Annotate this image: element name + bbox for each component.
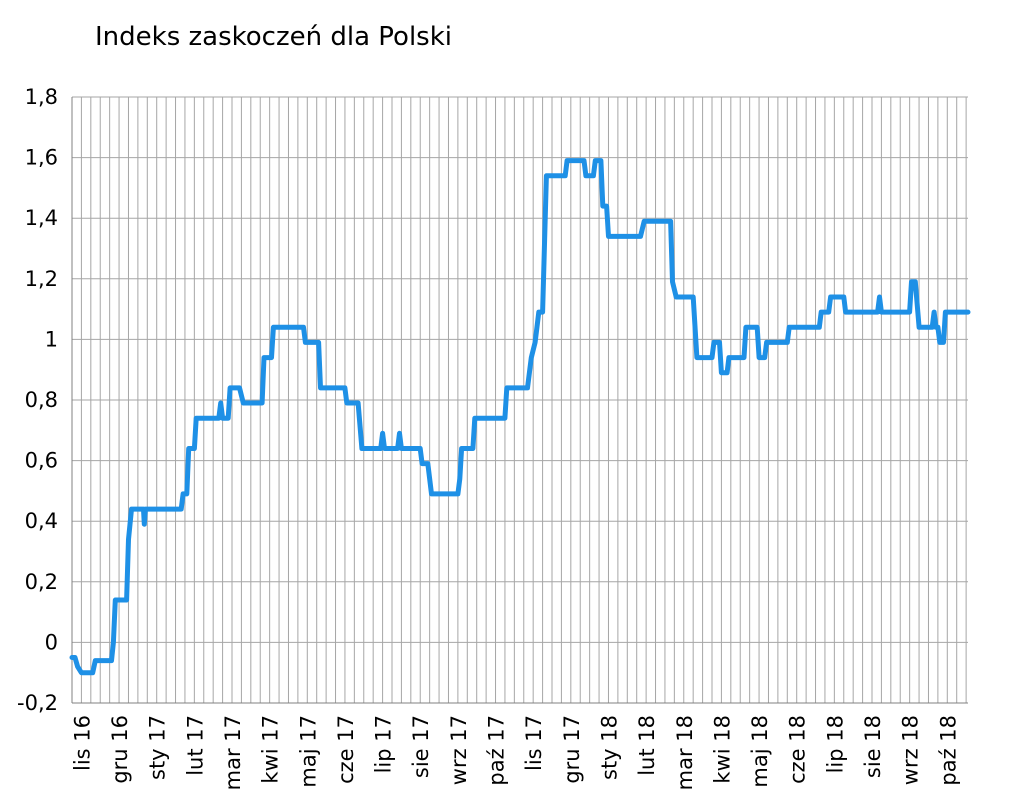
x-tick-label: gru 16	[108, 715, 132, 784]
x-tick-label: wrz 18	[899, 715, 923, 785]
x-tick-label: lis 17	[522, 715, 546, 771]
x-tick-label: lut 17	[183, 715, 207, 776]
x-tick-label: wrz 17	[447, 715, 471, 785]
y-tick-label: 0,6	[25, 449, 58, 473]
y-tick-label: -0,2	[17, 691, 58, 715]
y-tick-label: 1,2	[25, 267, 58, 291]
x-tick-label: lip 18	[823, 715, 847, 773]
y-tick-label: 0,2	[25, 570, 58, 594]
x-tick-label: maj 17	[296, 715, 320, 788]
x-tick-label: sie 17	[409, 715, 433, 778]
x-tick-label: sty 17	[146, 715, 170, 780]
y-tick-label: 1	[45, 327, 58, 351]
chart-title: Indeks zaskoczeń dla Polski	[95, 22, 452, 52]
series-line	[69, 158, 971, 676]
x-tick-label: sty 18	[597, 715, 621, 780]
x-tick-label: paź 17	[485, 715, 509, 786]
x-tick-label: kwi 17	[259, 715, 283, 784]
x-tick-label: mar 17	[221, 715, 245, 790]
x-tick-label: cze 18	[786, 715, 810, 784]
x-tick-label: gru 17	[560, 715, 584, 784]
y-tick-label: 1,4	[25, 206, 58, 230]
x-tick-label: kwi 18	[710, 715, 734, 784]
y-tick-label: 0,4	[25, 509, 58, 533]
x-tick-label: lis 16	[70, 715, 94, 771]
x-tick-label: cze 17	[334, 715, 358, 784]
x-tick-label: mar 18	[673, 715, 697, 790]
x-tick-label: paź 18	[936, 715, 960, 786]
x-tick-label: lip 17	[372, 715, 396, 773]
y-tick-label: 0,8	[25, 388, 58, 412]
y-tick-label: 1,8	[25, 85, 58, 109]
x-tick-label: lut 18	[635, 715, 659, 776]
y-tick-label: 0	[45, 630, 58, 654]
x-tick-label: maj 18	[748, 715, 772, 788]
x-tick-label: sie 18	[861, 715, 885, 778]
y-tick-label: 1,6	[25, 146, 58, 170]
